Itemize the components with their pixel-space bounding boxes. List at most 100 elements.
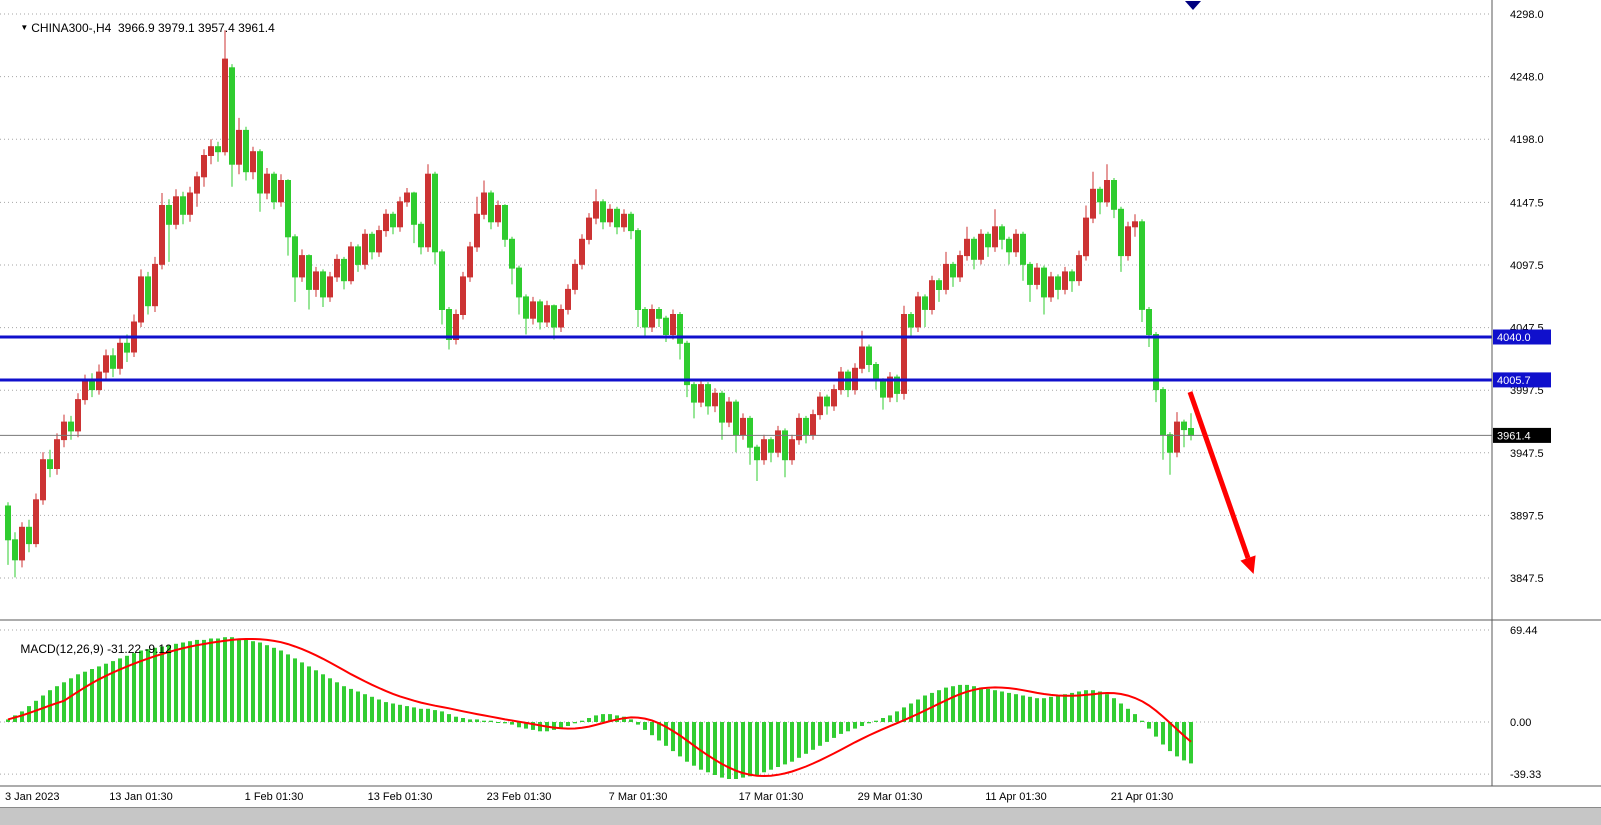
candle-body — [383, 213, 389, 232]
svg-text:29 Mar 01:30: 29 Mar 01:30 — [858, 791, 923, 803]
candle-body — [670, 314, 676, 335]
candle-body — [607, 208, 613, 223]
candle-body — [1062, 271, 1068, 290]
candle-body — [782, 430, 788, 461]
candle-body — [1181, 421, 1187, 431]
candle-body — [985, 233, 991, 248]
symbol-dropdown-triangle-icon[interactable]: ▼ — [20, 23, 29, 32]
candle-body — [628, 213, 634, 232]
candle-body — [971, 238, 977, 260]
candle-body — [334, 258, 340, 278]
candle-body — [964, 238, 970, 257]
candle-body — [565, 288, 571, 310]
candle-body — [915, 296, 921, 328]
candle-body — [180, 196, 186, 215]
candle-body — [278, 180, 284, 203]
candle-body — [467, 246, 473, 278]
candle-body — [1125, 226, 1131, 257]
candle-body — [12, 539, 18, 561]
candle-body — [411, 192, 417, 225]
candle-body — [908, 314, 914, 328]
price-axis-labels: 4298.04248.04198.04147.54097.54047.53997… — [1510, 9, 1544, 781]
level-price-badge — [1493, 329, 1551, 345]
candle-body — [271, 173, 277, 203]
candle-body — [75, 399, 81, 432]
candle-body — [61, 421, 67, 441]
candle-body — [523, 296, 529, 319]
candle-body — [754, 446, 760, 461]
candle-body — [747, 417, 753, 448]
candle-body — [243, 129, 249, 173]
candle-body — [145, 276, 151, 307]
candle-body — [215, 146, 221, 153]
candle-body — [705, 384, 711, 407]
candle-body — [369, 233, 375, 253]
candle-body — [614, 208, 620, 228]
candle-body — [1118, 208, 1124, 257]
candle-body — [341, 258, 347, 282]
candle-body — [733, 401, 739, 436]
candle-body — [796, 417, 802, 441]
candle-body — [173, 196, 179, 225]
candle-body — [1188, 428, 1194, 436]
candle-body — [803, 417, 809, 436]
candle-body — [516, 267, 522, 298]
last-price-badge-text: 3961.4 — [1497, 430, 1531, 442]
candle-body — [1146, 309, 1152, 335]
candle-body — [1167, 434, 1173, 453]
candle-body — [89, 380, 95, 391]
candle-body — [978, 233, 984, 260]
candle-body — [943, 263, 949, 290]
candle-body — [110, 355, 116, 369]
candle-body — [789, 439, 795, 461]
svg-text:-39.33: -39.33 — [1510, 769, 1541, 781]
trend-arrow[interactable] — [1187, 391, 1251, 559]
candle-body — [509, 238, 515, 269]
candle-body — [299, 255, 305, 278]
candle-body — [82, 380, 88, 401]
svg-text:4198.0: 4198.0 — [1510, 134, 1544, 146]
svg-text:3947.5: 3947.5 — [1510, 448, 1544, 460]
candle-body — [992, 226, 998, 248]
candle-body — [551, 305, 557, 328]
candle-body — [1020, 233, 1026, 265]
candle-body — [936, 280, 942, 291]
candle-body — [152, 263, 158, 307]
candle-body — [327, 276, 333, 298]
candle-body — [1153, 334, 1159, 391]
candle-body — [1034, 267, 1040, 285]
candle-body — [1083, 217, 1089, 257]
candle-body — [642, 309, 648, 328]
candle-body — [19, 526, 25, 561]
candle-body — [103, 355, 109, 373]
candle-body — [544, 305, 550, 323]
trend-arrow-head — [1240, 555, 1256, 574]
candle-body — [1111, 180, 1117, 210]
macd-histogram — [6, 637, 1193, 779]
candle-body — [922, 296, 928, 310]
candle-body — [250, 151, 256, 173]
candle-body — [229, 67, 235, 165]
candle-body — [54, 439, 60, 470]
candle-body — [768, 439, 774, 453]
candle-body — [621, 213, 627, 228]
chart-shift-marker[interactable] — [1185, 1, 1201, 10]
candle-body — [404, 192, 410, 203]
candle-body — [1076, 255, 1082, 282]
candle-body — [1055, 276, 1061, 290]
candle-body — [1013, 233, 1019, 253]
svg-text:13 Feb 01:30: 13 Feb 01:30 — [368, 791, 433, 803]
svg-text:4147.5: 4147.5 — [1510, 197, 1544, 209]
candle-body — [397, 201, 403, 228]
candle-body — [40, 459, 46, 501]
candle-body — [502, 205, 508, 240]
candle-body — [1132, 221, 1138, 228]
svg-text:13 Jan 01:30: 13 Jan 01:30 — [109, 791, 173, 803]
svg-text:4097.5: 4097.5 — [1510, 260, 1544, 272]
candle-body — [537, 301, 543, 323]
candle-body — [712, 392, 718, 407]
candle-body — [999, 226, 1005, 240]
candle-body — [376, 230, 382, 253]
